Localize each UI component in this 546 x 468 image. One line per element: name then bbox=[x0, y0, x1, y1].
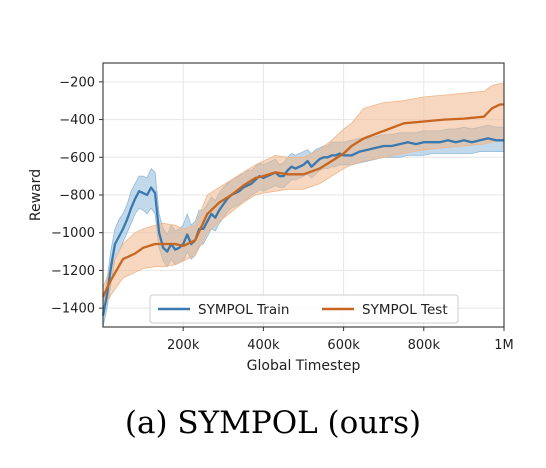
band-test bbox=[102, 83, 505, 311]
y-tick-label: −200 bbox=[59, 75, 95, 90]
x-tick-label: 1M bbox=[494, 338, 514, 353]
legend-box bbox=[149, 294, 459, 324]
y-tick-label: −600 bbox=[59, 151, 95, 166]
axis-ticks: 200k 400k 600k 800k 1M −200 −400 −600 −800 −1000 −… bbox=[51, 75, 514, 353]
legend-label-test: SYMPOL Test bbox=[362, 302, 448, 318]
x-tick-label: 800k bbox=[408, 338, 441, 353]
y-tick-label: −400 bbox=[59, 113, 95, 128]
y-tick-label: −1400 bbox=[51, 302, 95, 317]
series-lines bbox=[101, 103, 504, 316]
x-tick-label: 400k bbox=[247, 338, 280, 353]
figure-caption: (a) SYMPOL (ours) bbox=[125, 405, 421, 441]
y-tick-label: −1200 bbox=[51, 264, 95, 279]
line-test bbox=[101, 103, 504, 298]
x-tick-label: 200k bbox=[167, 338, 200, 353]
x-axis-label: Global Timestep bbox=[247, 358, 361, 374]
line-train bbox=[101, 137, 504, 316]
y-axis-label: Reward bbox=[28, 169, 44, 221]
y-tick-label: −1000 bbox=[51, 226, 95, 241]
legend: SYMPOL Train SYMPOL Test bbox=[149, 294, 459, 324]
y-tick-label: −800 bbox=[59, 189, 95, 204]
legend-label-train: SYMPOL Train bbox=[198, 302, 289, 318]
x-tick-label: 600k bbox=[327, 338, 360, 353]
